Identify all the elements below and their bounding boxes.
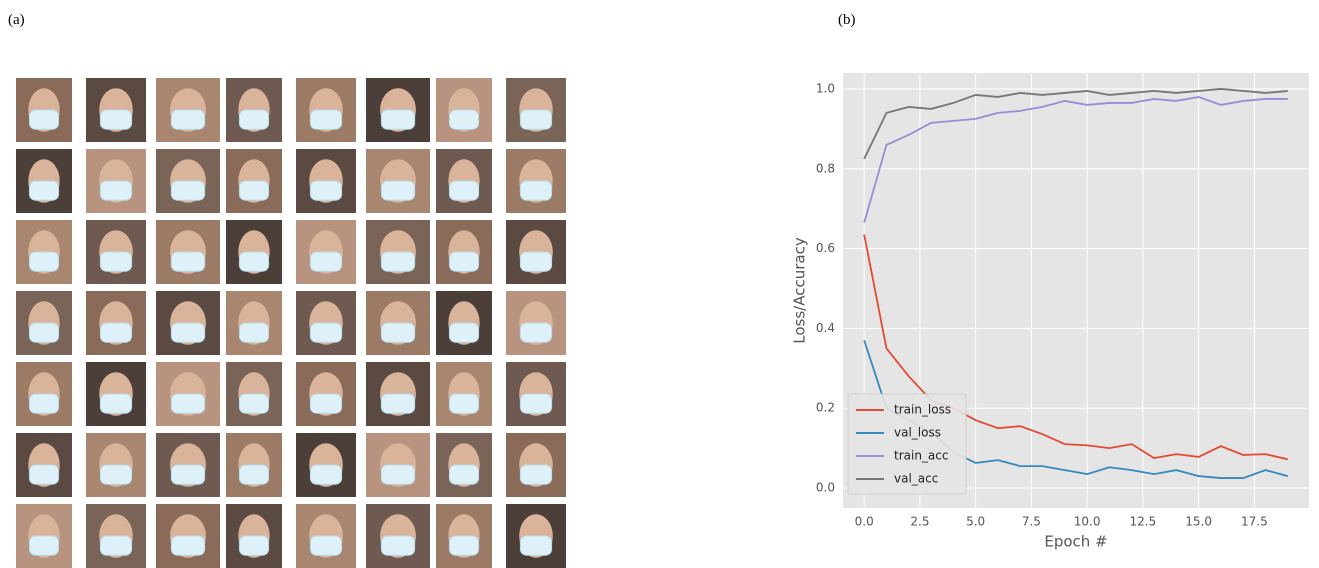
mask — [29, 536, 58, 555]
mask — [310, 536, 341, 555]
legend-label: val_acc — [894, 472, 938, 486]
mask — [100, 181, 131, 200]
mask — [310, 181, 341, 200]
mask — [381, 181, 414, 200]
legend-label: train_loss — [894, 403, 951, 417]
x-tick-label: 5.0 — [966, 515, 985, 529]
mask — [449, 252, 478, 271]
x-tick-label: 2.5 — [910, 515, 929, 529]
mask — [310, 110, 341, 129]
mask — [239, 110, 268, 129]
mask — [29, 323, 58, 342]
x-axis-label: Epoch # — [1044, 533, 1107, 551]
mask — [520, 465, 551, 484]
mask — [171, 252, 204, 271]
mask — [100, 465, 131, 484]
mask — [100, 394, 131, 413]
mask — [171, 465, 204, 484]
mask — [449, 536, 478, 555]
y-axis-label: Loss/Accuracy — [791, 237, 809, 344]
mask — [310, 394, 341, 413]
mask — [520, 394, 551, 413]
mask — [310, 465, 341, 484]
legend-label: val_loss — [894, 426, 941, 440]
x-tick-label: 0.0 — [855, 515, 874, 529]
mask — [100, 536, 131, 555]
y-tick-label: 0.0 — [816, 481, 835, 495]
mask — [100, 252, 131, 271]
mask — [29, 110, 58, 129]
y-tick-label: 1.0 — [816, 81, 835, 95]
mask — [239, 394, 268, 413]
mask — [381, 110, 414, 129]
mask — [171, 110, 204, 129]
x-tick-label: 10.0 — [1074, 515, 1101, 529]
mask — [29, 252, 58, 271]
x-tick-label: 17.5 — [1241, 515, 1268, 529]
mask — [171, 536, 204, 555]
mask — [520, 323, 551, 342]
chart: 0.0 0.2 0.4 0.6 0.8 1.0 0.0 2.5 5.0 7.5 10.0 12.5 15… — [791, 73, 1310, 551]
mask — [100, 110, 131, 129]
mask — [239, 323, 268, 342]
mask — [239, 252, 268, 271]
mask — [171, 323, 204, 342]
mask — [520, 252, 551, 271]
mask — [520, 536, 551, 555]
mask — [100, 323, 131, 342]
y-tick-label: 0.4 — [816, 321, 835, 335]
panel-label: (b) — [838, 12, 856, 28]
y-tick-label: 0.8 — [816, 161, 835, 175]
mask — [449, 465, 478, 484]
mask — [239, 536, 268, 555]
x-tick-label: 7.5 — [1022, 515, 1041, 529]
mask — [520, 181, 551, 200]
mask — [171, 394, 204, 413]
mask — [449, 181, 478, 200]
mask — [310, 252, 341, 271]
mask — [171, 181, 204, 200]
figure: (a) (b) 0.0 0.2 0.4 0.6 0.8 1.0 0.0 2.5 5.0 7.5 10… — [0, 0, 1319, 568]
mask — [381, 536, 414, 555]
mask — [449, 394, 478, 413]
legend-label: train_acc — [894, 449, 948, 463]
y-tick-label: 0.2 — [816, 401, 835, 415]
mask — [239, 465, 268, 484]
mask — [381, 465, 414, 484]
mask — [29, 394, 58, 413]
mask — [381, 252, 414, 271]
panel-label: (a) — [8, 12, 25, 28]
y-tick-label: 0.6 — [816, 241, 835, 255]
mask — [449, 323, 478, 342]
mask — [310, 323, 341, 342]
x-tick-label: 12.5 — [1130, 515, 1157, 529]
mask — [381, 394, 414, 413]
mask — [29, 465, 58, 484]
photo-grid — [16, 78, 566, 568]
mask — [449, 110, 478, 129]
mask — [520, 110, 551, 129]
mask — [239, 181, 268, 200]
x-tick-label: 15.0 — [1185, 515, 1212, 529]
mask — [29, 181, 58, 200]
mask — [381, 323, 414, 342]
